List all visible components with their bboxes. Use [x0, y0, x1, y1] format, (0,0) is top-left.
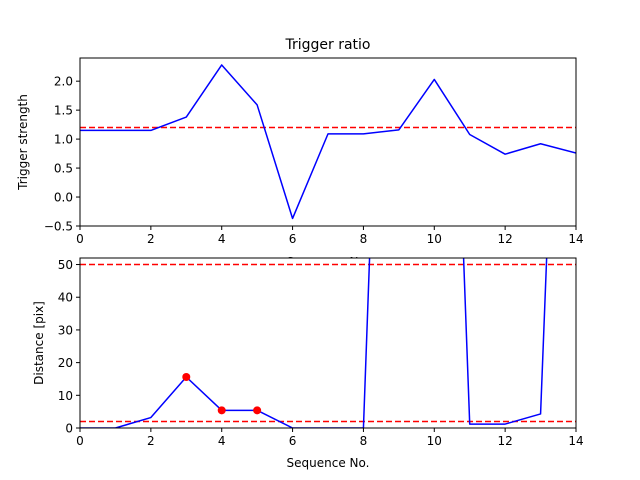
- x-tick-label: 0: [76, 434, 84, 448]
- y-axis: 0 10 20 30 40 50: [58, 258, 80, 436]
- x-tick-label: 8: [360, 434, 368, 448]
- y-tick-label: 50: [58, 258, 73, 272]
- y-axis-label: Distance [pix]: [32, 301, 46, 385]
- plot-frame: [79, 257, 577, 429]
- y-tick-label: 0: [65, 422, 73, 436]
- x-tick-label: 4: [218, 434, 226, 448]
- x-axis: 0 2 4 6 8 10 12 14: [76, 226, 584, 246]
- plot-frame: [79, 57, 577, 227]
- x-tick-label: 4: [218, 232, 226, 246]
- plot-area: [80, 258, 576, 428]
- y-tick-label: −0.5: [44, 220, 73, 234]
- data-point-marker: [182, 373, 191, 381]
- y-tick-label: 1.5: [54, 104, 73, 118]
- x-tick-label: 0: [76, 232, 84, 246]
- chart-title: Trigger ratio: [284, 37, 370, 53]
- y-tick-label: 30: [58, 323, 73, 337]
- x-tick-label: 14: [568, 232, 583, 246]
- series-line: [80, 64, 576, 220]
- x-tick-label: 2: [147, 232, 155, 246]
- y-axis-label: Trigger strength: [16, 94, 30, 191]
- series-line: [80, 258, 548, 428]
- x-tick-label: 10: [427, 232, 442, 246]
- y-tick-label: 1.0: [54, 133, 73, 147]
- x-tick-label: 12: [498, 232, 513, 246]
- x-tick-label: 14: [568, 434, 583, 448]
- x-tick-label: 6: [289, 232, 297, 246]
- x-axis-label: Sequence No.: [287, 456, 370, 470]
- y-tick-label: 40: [58, 291, 73, 305]
- trigger-ratio-chart: Trigger ratio 0 2 4 6 8 10 12 14 −0.5 0.0 0.5 1.0 1…: [16, 37, 584, 269]
- y-tick-label: 10: [58, 389, 73, 403]
- x-tick-label: 10: [427, 434, 442, 448]
- x-tick-label: 8: [360, 232, 368, 246]
- distance-chart: 0 2 4 6 8 10 12 14 0 10 20 30 40 50 Sequence No. Dis…: [32, 257, 584, 470]
- y-tick-label: 0.5: [54, 162, 73, 176]
- y-tick-label: 20: [58, 356, 73, 370]
- x-tick-label: 2: [147, 434, 155, 448]
- plot-area: [80, 64, 576, 220]
- y-axis: −0.5 0.0 0.5 1.0 1.5 2.0: [44, 75, 80, 234]
- y-tick-label: 0.0: [54, 191, 73, 205]
- x-tick-label: 6: [289, 434, 297, 448]
- y-tick-label: 2.0: [54, 75, 73, 89]
- x-tick-label: 12: [498, 434, 513, 448]
- plot-background: [80, 258, 576, 428]
- x-axis: 0 2 4 6 8 10 12 14: [76, 428, 584, 448]
- data-point-marker: [253, 406, 262, 415]
- data-point-marker: [217, 406, 226, 415]
